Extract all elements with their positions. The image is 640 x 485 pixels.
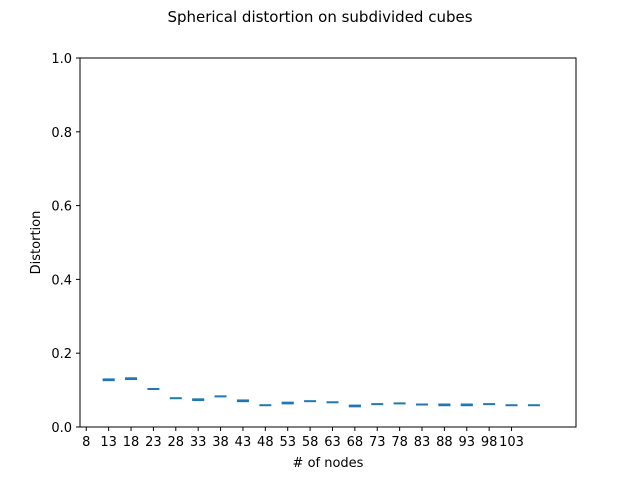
x-tick-label: 33: [190, 435, 207, 450]
y-tick-label: 0.2: [51, 347, 72, 362]
y-tick-label: 1.0: [51, 52, 72, 67]
y-axis-ticks: 0.0 0.2 0.4 0.6 0.8 1.0: [51, 52, 80, 436]
plot-marks: [102, 377, 540, 408]
x-tick-label: 53: [279, 435, 296, 450]
x-tick-label: 88: [436, 435, 453, 450]
y-tick-label: 0.4: [51, 273, 72, 288]
x-tick-label: 28: [168, 435, 185, 450]
y-tick-label: 0.6: [51, 200, 72, 215]
x-tick-label: 78: [391, 435, 408, 450]
x-tick-label: 73: [369, 435, 386, 450]
plot-area-frame: [79, 57, 577, 428]
x-axis-label: # of nodes: [293, 456, 364, 471]
x-tick-label: 38: [212, 435, 229, 450]
x-tick-label: 8: [82, 435, 90, 450]
x-tick-label: 43: [235, 435, 252, 450]
x-tick-label: 63: [324, 435, 341, 450]
x-tick-label: 13: [100, 435, 117, 450]
x-tick-label: 58: [302, 435, 319, 450]
y-axis-label: Distortion: [29, 211, 44, 275]
x-tick-label: 48: [257, 435, 274, 450]
chart-title: Spherical distortion on subdivided cubes: [167, 8, 472, 26]
x-axis-ticks: 8 13 18 23 28 33 38 43 48 53 58 63 68 73 78 83 88 93 98 103: [82, 427, 524, 450]
x-tick-label: 103: [499, 435, 524, 450]
y-tick-label: 0.0: [51, 421, 72, 436]
x-tick-label: 98: [481, 435, 498, 450]
x-tick-label: 93: [458, 435, 475, 450]
x-tick-label: 83: [414, 435, 431, 450]
x-tick-label: 68: [347, 435, 364, 450]
x-tick-label: 18: [123, 435, 140, 450]
y-tick-label: 0.8: [51, 126, 72, 141]
x-tick-label: 23: [145, 435, 162, 450]
